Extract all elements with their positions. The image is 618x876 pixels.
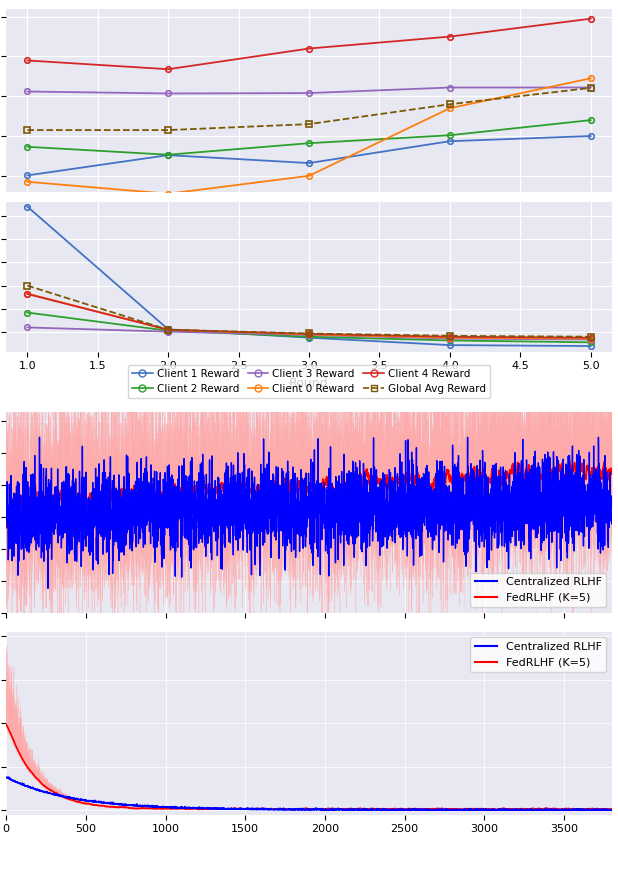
Legend: Centralized RLHF, FedRLHF (K=5): Centralized RLHF, FedRLHF (K=5) — [470, 638, 606, 672]
Text: (a) Global and clients performance of FedRLHF in the IMDb ta: (a) Global and clients performance of Fe… — [19, 436, 528, 452]
Legend: Centralized RLHF, FedRLHF (K=5): Centralized RLHF, FedRLHF (K=5) — [470, 573, 606, 607]
X-axis label: Round: Round — [289, 377, 329, 390]
Legend: Client 1 Reward, Client 2 Reward, Client 3 Reward, Client 0 Reward, Client 4 Rew: Client 1 Reward, Client 2 Reward, Client… — [128, 364, 490, 398]
